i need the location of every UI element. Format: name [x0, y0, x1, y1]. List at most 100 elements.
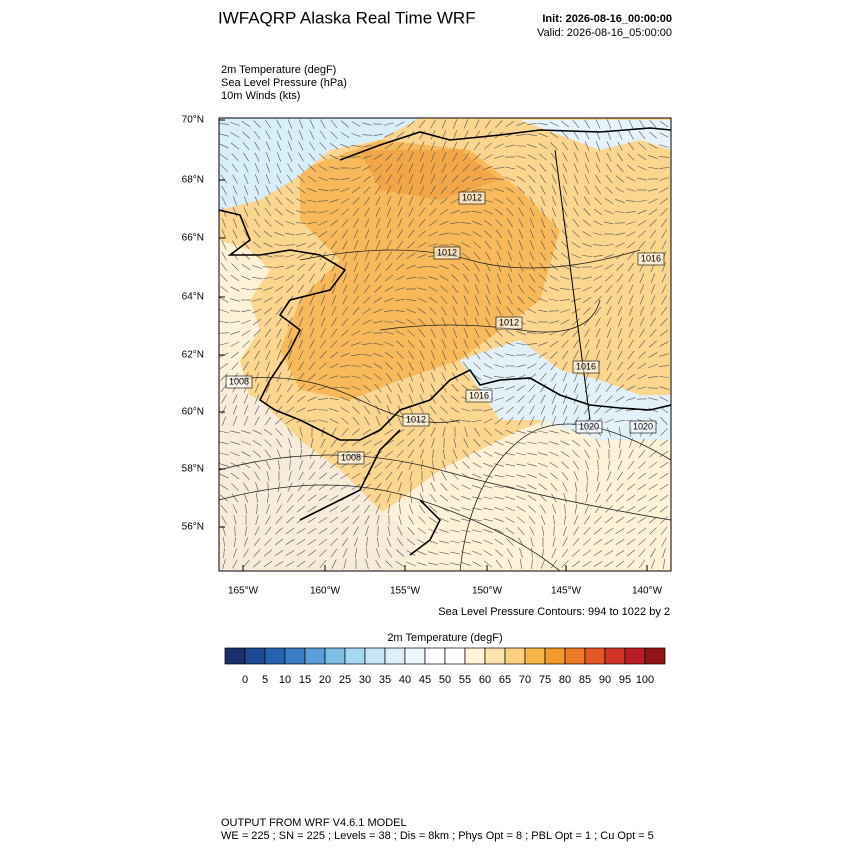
wind-barb — [595, 350, 601, 360]
wind-barb — [353, 229, 359, 239]
wind-barb — [529, 526, 535, 536]
wind-barb — [307, 549, 317, 557]
wind-barb — [396, 537, 404, 547]
wind-barb — [626, 373, 636, 381]
wind-barb — [384, 309, 394, 313]
wind-barb — [593, 285, 603, 293]
wind-barb — [276, 438, 282, 448]
wind-barb — [661, 273, 667, 283]
wind-barb — [441, 383, 447, 393]
wind-barb — [639, 273, 645, 283]
wind-barb — [287, 328, 293, 338]
wind-barb — [263, 549, 273, 557]
wind-barb — [275, 417, 283, 425]
wind-barb — [363, 296, 371, 304]
wind-barb — [648, 397, 658, 401]
wind-barb — [230, 430, 240, 434]
wind-barb — [639, 328, 645, 338]
wind-barb — [540, 405, 546, 415]
wind-barb — [384, 429, 394, 435]
wind-barb — [516, 331, 526, 335]
wind-barb — [474, 273, 480, 283]
wind-barb — [659, 462, 669, 468]
wind-barb — [318, 189, 328, 191]
wind-barb — [221, 251, 227, 261]
wind-barb — [595, 141, 601, 151]
wind-barb — [442, 427, 446, 437]
wind-barb — [648, 155, 658, 159]
wind-barb — [319, 142, 327, 150]
wind-barb — [265, 141, 271, 151]
wind-barb — [519, 548, 523, 558]
wind-barb — [386, 383, 392, 393]
wind-barb — [595, 493, 601, 503]
wind-barb — [309, 339, 315, 349]
wind-barb — [659, 484, 669, 490]
wind-barb — [517, 395, 525, 403]
wind-barb — [430, 328, 436, 338]
wind-barb — [386, 185, 392, 195]
wind-barb — [531, 547, 533, 559]
wind-barb — [385, 163, 393, 173]
wind-barb — [276, 152, 282, 162]
wind-barb — [472, 210, 482, 214]
wind-barb — [518, 273, 524, 283]
wind-barb — [265, 515, 271, 525]
wind-barb — [638, 351, 646, 359]
wind-barb — [594, 306, 602, 316]
wind-barb — [483, 386, 493, 390]
wind-barb — [450, 186, 460, 194]
wind-barb — [221, 405, 227, 415]
wind-barb — [386, 218, 392, 228]
wind-barb — [561, 350, 569, 360]
wind-barb — [505, 176, 515, 182]
wind-barb — [232, 394, 238, 404]
wind-barb — [550, 361, 558, 371]
wind-barb — [417, 265, 427, 269]
wind-barb — [230, 341, 240, 347]
wind-barb — [375, 229, 381, 239]
wind-barb — [638, 549, 646, 557]
wind-barb — [396, 351, 404, 359]
wind-barb — [417, 254, 427, 258]
wind-barb — [297, 274, 305, 282]
wind-barb — [528, 285, 536, 293]
wind-barb — [506, 197, 514, 205]
wind-barb — [265, 394, 271, 404]
wind-barb — [584, 163, 590, 173]
lon-label: 155°W — [390, 586, 421, 597]
wind-barb — [298, 306, 304, 316]
wind-barb — [296, 210, 306, 214]
wind-barb — [615, 505, 625, 513]
wind-barb — [254, 152, 260, 162]
wind-barb — [626, 517, 636, 523]
wind-barb — [594, 516, 602, 524]
wind-barb — [340, 177, 350, 181]
wind-barb — [661, 295, 667, 305]
wind-barb — [298, 328, 304, 338]
wind-barb — [659, 144, 669, 148]
wind-barb — [440, 406, 448, 414]
wind-barb — [607, 460, 611, 470]
wind-barb — [483, 439, 493, 447]
wind-barb — [529, 229, 535, 239]
wind-barb — [255, 482, 259, 492]
wind-barb — [429, 505, 437, 513]
wind-barb — [408, 141, 414, 151]
wind-barb — [615, 187, 625, 193]
wind-barb — [375, 493, 381, 503]
wind-barb — [648, 516, 658, 524]
wind-barb — [298, 350, 304, 360]
wind-barb — [419, 152, 425, 162]
wind-barb — [584, 141, 590, 151]
wind-barb — [650, 559, 656, 569]
wind-barb — [353, 251, 359, 261]
wind-barb — [439, 517, 449, 523]
wind-barb — [329, 351, 339, 359]
wind-barb — [232, 196, 238, 206]
wind-barb — [660, 417, 668, 425]
wind-barb — [234, 525, 236, 537]
wind-barb — [353, 218, 359, 228]
wind-barb — [287, 152, 293, 162]
wind-barb — [298, 152, 304, 162]
